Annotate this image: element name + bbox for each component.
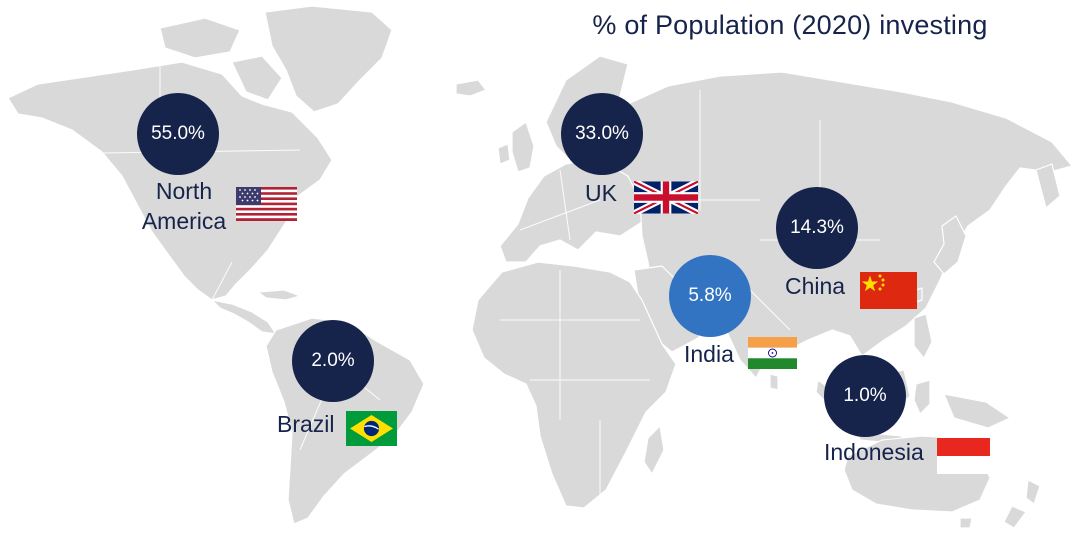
madagascar-landmass [643,425,665,475]
new-guinea-landmass [943,393,1011,429]
north-america-label: North America [130,176,238,236]
new-zealand-landmass [1025,479,1041,505]
philippines-landmass [913,313,933,359]
brazil-value: 2.0% [311,350,355,371]
sri-lanka-landmass [769,373,779,391]
new-zealand-south-landmass [1003,505,1027,529]
north-america-value: 55.0% [151,123,205,144]
brazil-value-bubble: 2.0% [292,320,374,402]
uk-value: 33.0% [575,123,629,144]
indonesia-flag-icon [937,438,990,474]
china-flag-icon [860,272,917,309]
india-flag-icon [748,337,797,369]
brazil-flag-icon [346,411,397,446]
north-america-landmass [7,61,333,301]
china-value: 14.3% [790,217,844,238]
japan-landmass [933,215,967,275]
north-america-label-line2: America [141,208,227,234]
caribbean-landmass [257,289,301,301]
map-title: % of Population (2020) investing [592,10,988,40]
indonesia-label: Indonesia [824,439,924,465]
arctic-islands-landmass [159,17,241,59]
sulawesi-landmass [913,379,931,415]
brazil-label: Brazil [277,411,335,437]
india-label: India [684,341,734,367]
uk-flag-icon [634,181,698,214]
africa-landmass [471,261,677,509]
indonesia-value-bubble: 1.0% [824,355,906,437]
europe-landmass [499,157,643,263]
uk-label: UK [585,180,617,206]
indonesia-value: 1.0% [843,385,887,406]
north-america-value-bubble: 55.0% [137,93,219,175]
north-america-label-line1: North [155,178,213,204]
ireland-landmass [497,143,511,165]
kamchatka-landmass [1035,163,1061,209]
uk-value-bubble: 33.0% [561,93,643,175]
greenland-landmass [264,5,393,113]
india-value: 5.8% [688,285,732,306]
china-label: China [785,273,846,299]
us-flag-icon [236,187,297,221]
central-america-landmass [211,299,277,335]
iceland-landmass [455,79,487,97]
india-value-bubble: 5.8% [669,255,751,337]
tasmania-landmass [959,517,973,529]
baffin-landmass [231,55,283,101]
uk-landmass [511,121,535,173]
china-value-bubble: 14.3% [776,187,858,269]
